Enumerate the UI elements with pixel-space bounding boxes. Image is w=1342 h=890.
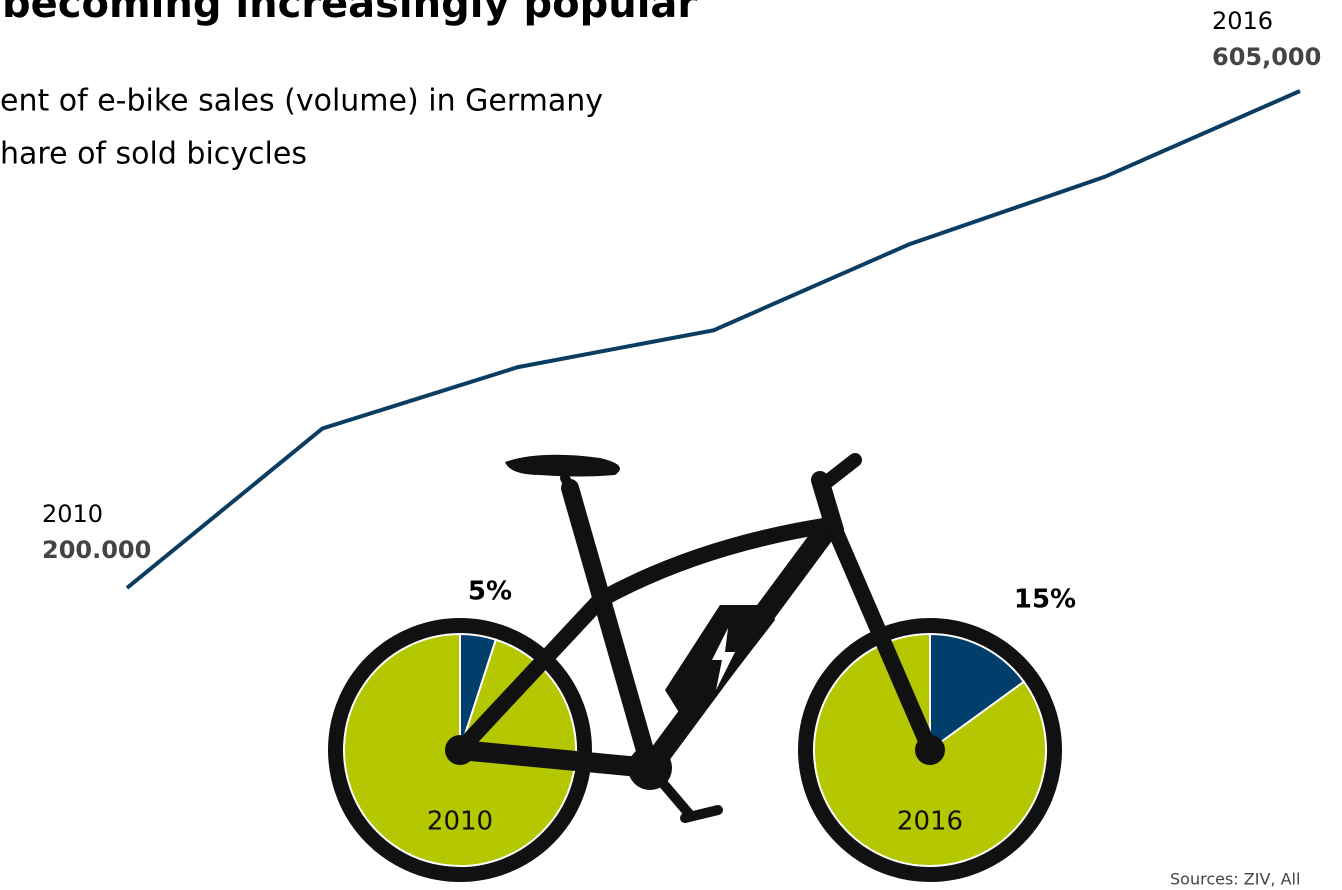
saddle [505,455,620,477]
infographic: becoming increasingly popular ent of e-b… [0,0,1342,890]
hub [915,735,945,765]
value-label: 605,000 [1212,43,1321,71]
source: Sources: ZIV, All [1170,870,1300,889]
wheel-year: 2010 [427,807,493,837]
value-label: 200.000 [42,536,151,564]
battery [665,605,775,730]
year-label: 2016 [1212,7,1273,35]
title: becoming increasingly popular [2,0,697,27]
chainring [628,746,672,790]
wheel-year: 2016 [897,807,963,837]
year-label: 2010 [42,500,103,528]
seat-post [565,478,570,488]
share-label: 15% [1014,585,1076,615]
subtitle: hare of sold bicycles [0,137,307,172]
subtitle: ent of e-bike sales (volume) in Germany [0,84,603,119]
hub [445,735,475,765]
share-label: 5% [468,577,512,607]
wheels: 5% 2010 15% 2016 [336,577,1076,875]
